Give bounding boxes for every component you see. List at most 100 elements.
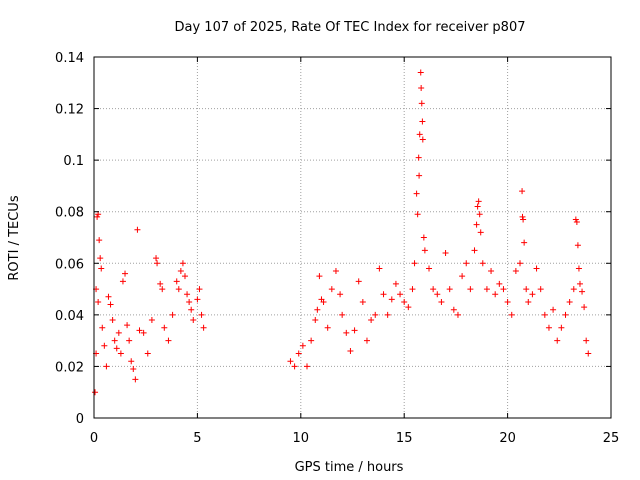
data-point: [186, 298, 193, 305]
y-tick-label: 0: [76, 412, 84, 427]
data-point: [418, 84, 425, 91]
data-point: [177, 268, 184, 275]
data-point: [339, 311, 346, 318]
data-point: [111, 337, 118, 344]
data-point: [130, 366, 137, 373]
data-point: [529, 291, 536, 298]
data-point: [328, 286, 335, 293]
x-axis-label: GPS time / hours: [295, 460, 404, 475]
data-point: [324, 324, 331, 331]
data-point: [368, 317, 375, 324]
data-point: [488, 268, 495, 275]
data-point: [95, 211, 102, 218]
data-point: [196, 286, 203, 293]
x-tick-label: 25: [603, 431, 620, 446]
data-point: [475, 198, 482, 205]
data-point: [295, 350, 302, 357]
data-point: [419, 136, 426, 143]
data-point: [388, 296, 395, 303]
data-point: [570, 286, 577, 293]
data-point: [574, 242, 581, 249]
data-point: [347, 347, 354, 354]
data-point: [119, 278, 126, 285]
data-point: [573, 219, 580, 226]
data-point: [316, 273, 323, 280]
data-point: [304, 363, 311, 370]
data-point: [450, 306, 457, 313]
data-point: [415, 154, 422, 161]
data-point: [126, 337, 133, 344]
data-point: [579, 288, 586, 295]
x-tick-label: 5: [193, 431, 201, 446]
y-axis-ticks: 0 0.02 0.04 0.06 0.08 0.1 0.12 0.14: [55, 51, 611, 427]
data-point: [184, 291, 191, 298]
data-point: [575, 265, 582, 272]
data-point: [508, 311, 515, 318]
data-point: [96, 237, 103, 244]
x-tick-label: 20: [499, 431, 516, 446]
data-point: [442, 249, 449, 256]
data-point: [132, 376, 139, 383]
data-point: [113, 345, 120, 352]
data-point: [419, 118, 426, 125]
data-point: [473, 221, 480, 228]
data-point: [165, 337, 172, 344]
data-point: [376, 265, 383, 272]
data-point: [416, 172, 423, 179]
data-point: [107, 301, 114, 308]
data-point: [467, 286, 474, 293]
data-point: [421, 247, 428, 254]
data-point: [351, 327, 358, 334]
x-tick-label: 10: [293, 431, 310, 446]
data-point: [583, 337, 590, 344]
data-point: [474, 203, 481, 210]
data-point: [198, 311, 205, 318]
data-point: [545, 324, 552, 331]
data-point: [405, 304, 412, 311]
data-point: [101, 342, 108, 349]
data-point: [416, 131, 423, 138]
data-point: [413, 190, 420, 197]
data-point: [533, 265, 540, 272]
x-tick-label: 0: [90, 431, 98, 446]
data-point: [418, 100, 425, 107]
data-point: [392, 280, 399, 287]
data-point: [140, 329, 147, 336]
data-point: [359, 298, 366, 305]
data-point: [411, 260, 418, 267]
data-point: [194, 296, 201, 303]
data-point: [463, 260, 470, 267]
grid-lines: [94, 57, 611, 418]
data-point: [430, 286, 437, 293]
data-point: [492, 291, 499, 298]
data-point: [477, 229, 484, 236]
y-tick-label: 0.14: [55, 51, 84, 66]
data-point: [550, 306, 557, 313]
data-point: [173, 278, 180, 285]
data-point: [117, 350, 124, 357]
data-point: [438, 298, 445, 305]
data-point: [372, 311, 379, 318]
data-point: [175, 286, 182, 293]
data-point: [519, 213, 526, 220]
data-point: [115, 329, 122, 336]
data-point: [312, 317, 319, 324]
data-point: [103, 363, 110, 370]
y-axis-label: ROTI / TECUs: [7, 195, 22, 280]
data-point: [479, 260, 486, 267]
data-point: [154, 260, 161, 267]
data-point: [148, 317, 155, 324]
data-point: [459, 273, 466, 280]
chart-title: Day 107 of 2025, Rate Of TEC Index for r…: [175, 20, 526, 35]
data-point: [523, 286, 530, 293]
data-point: [99, 324, 106, 331]
data-point: [566, 298, 573, 305]
y-tick-label: 0.1: [63, 154, 84, 169]
data-point: [384, 311, 391, 318]
data-point: [446, 286, 453, 293]
data-point: [153, 255, 160, 262]
data-points: [92, 69, 592, 396]
data-point: [188, 306, 195, 313]
